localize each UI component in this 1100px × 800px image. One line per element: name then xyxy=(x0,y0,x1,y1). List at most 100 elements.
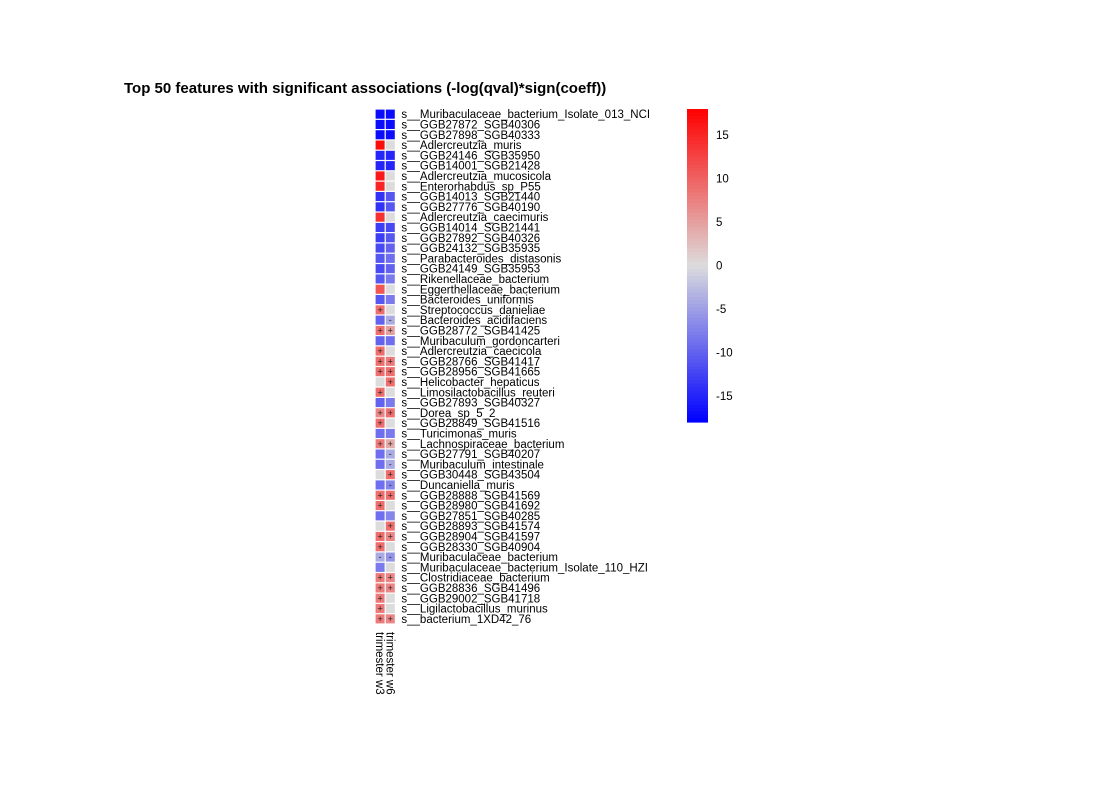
heatmap-cell xyxy=(385,140,395,150)
colorbar-segment xyxy=(687,418,708,423)
heatmap-cell xyxy=(375,161,385,171)
heatmap-cell xyxy=(375,562,385,572)
heatmap-cell xyxy=(385,284,395,294)
row-label: s__GGB24149_SGB35953 xyxy=(401,264,540,276)
heatmap-cell xyxy=(385,305,395,315)
heatmap-cell xyxy=(375,542,385,552)
colorbar-segment xyxy=(687,129,708,134)
heatmap-cell xyxy=(375,336,385,346)
colorbar-segment xyxy=(687,387,708,392)
cell-significance-mark: + xyxy=(388,377,393,387)
colorbar-tick-label: 5 xyxy=(716,217,722,229)
heatmap-cell xyxy=(385,490,395,500)
heatmap-cell xyxy=(385,161,395,171)
heatmap-cell xyxy=(385,181,395,191)
colorbar-segment xyxy=(687,268,708,274)
heatmap-cell xyxy=(375,511,385,521)
cell-significance-mark: + xyxy=(388,583,393,593)
heatmap-cell xyxy=(375,531,385,541)
colorbar-segment xyxy=(687,293,708,298)
colorbar-segment xyxy=(687,373,708,378)
row-label: s__GGB28849_SGB41516 xyxy=(401,418,540,430)
colorbar-segment xyxy=(687,415,708,420)
heatmap-cell xyxy=(375,398,385,408)
colorbar-segment xyxy=(687,289,708,294)
cell-significance-mark: + xyxy=(377,604,382,614)
cell-significance-mark: + xyxy=(377,346,382,356)
cell-significance-mark: + xyxy=(388,614,393,624)
cell-significance-mark: - xyxy=(389,552,392,562)
heatmap-cell xyxy=(375,593,385,603)
heatmap-cell xyxy=(385,542,395,552)
row-label: s__GGB27791_SGB40207 xyxy=(401,449,540,461)
heatmap-cell xyxy=(375,222,385,232)
colorbar-segment xyxy=(687,362,708,367)
heatmap-cell xyxy=(385,562,395,572)
row-label: s__Muribaculaceae_bacterium xyxy=(401,552,558,564)
heatmap-cell xyxy=(375,202,385,212)
heatmap-cell xyxy=(385,418,395,428)
colorbar-segment xyxy=(687,140,708,145)
heatmap-cell xyxy=(385,119,395,129)
colorbar-segment xyxy=(687,279,708,284)
colorbar-tick-label: 10 xyxy=(716,174,729,186)
cell-significance-mark: + xyxy=(377,418,382,428)
cell-significance-mark: + xyxy=(377,439,382,449)
heatmap-cell xyxy=(375,295,385,305)
colorbar-tick-label: -10 xyxy=(716,347,733,359)
row-label: s__Bacteroides_acidifaciens xyxy=(401,315,547,327)
colorbar-segment xyxy=(687,119,708,124)
heatmap-cell xyxy=(385,336,395,346)
cell-significance-mark: + xyxy=(388,573,393,583)
cell-significance-mark: + xyxy=(377,325,382,335)
heatmap-cell xyxy=(375,181,385,191)
heatmap-cell xyxy=(385,243,395,253)
heatmap-cell xyxy=(385,274,395,284)
colorbar-segment xyxy=(687,296,708,301)
row-label: s__GGB29002_SGB41718 xyxy=(401,593,540,605)
heatmap-cell xyxy=(375,439,385,449)
cell-significance-mark: + xyxy=(377,408,382,418)
heatmap-cell xyxy=(385,439,395,449)
heatmap-cell xyxy=(375,377,385,387)
heatmap-cell xyxy=(375,305,385,315)
cell-significance-mark: + xyxy=(377,356,382,366)
heatmap-cell xyxy=(385,192,395,202)
colorbar-segment xyxy=(687,345,708,350)
heatmap-cell xyxy=(375,387,385,397)
heatmap-cell xyxy=(385,593,395,603)
row-label: s__GGB14013_SGB21440 xyxy=(401,192,540,204)
colorbar-segment xyxy=(687,161,708,166)
colorbar-segment xyxy=(687,352,708,357)
heatmap-cell xyxy=(385,511,395,521)
heatmap-cell xyxy=(385,356,395,366)
row-label: s__Eggerthellaceae_bacterium xyxy=(401,284,560,296)
heatmap-cell xyxy=(375,109,385,119)
heatmap-cell xyxy=(375,212,385,222)
cell-significance-mark: - xyxy=(389,480,392,490)
heatmap-cell xyxy=(385,295,395,305)
heatmap-cell xyxy=(385,109,395,119)
colorbar-segment xyxy=(687,331,708,336)
colorbar-segment xyxy=(687,383,708,388)
colorbar-segment xyxy=(687,164,708,169)
cell-significance-mark: + xyxy=(377,542,382,552)
row-label: s__Parabacteroides_distasonis xyxy=(401,253,561,265)
colorbar-segment xyxy=(687,175,708,180)
colorbar-segment xyxy=(687,262,708,267)
colorbar-segment xyxy=(687,171,708,176)
heatmap-cell xyxy=(385,202,395,212)
cell-significance-mark: + xyxy=(377,387,382,397)
colorbar-segment xyxy=(687,195,708,201)
colorbar-segment xyxy=(687,307,708,312)
row-label: s__GGB27898_SGB40333 xyxy=(401,130,540,142)
heatmap-cell xyxy=(375,459,385,469)
cell-significance-mark: + xyxy=(388,521,393,531)
colorbar-segment xyxy=(687,328,708,333)
heatmap-cell xyxy=(375,449,385,459)
colorbar-segment xyxy=(687,408,708,413)
colorbar-segment xyxy=(687,255,708,260)
colorbar-segment xyxy=(687,220,708,225)
cell-significance-mark: + xyxy=(377,501,382,511)
